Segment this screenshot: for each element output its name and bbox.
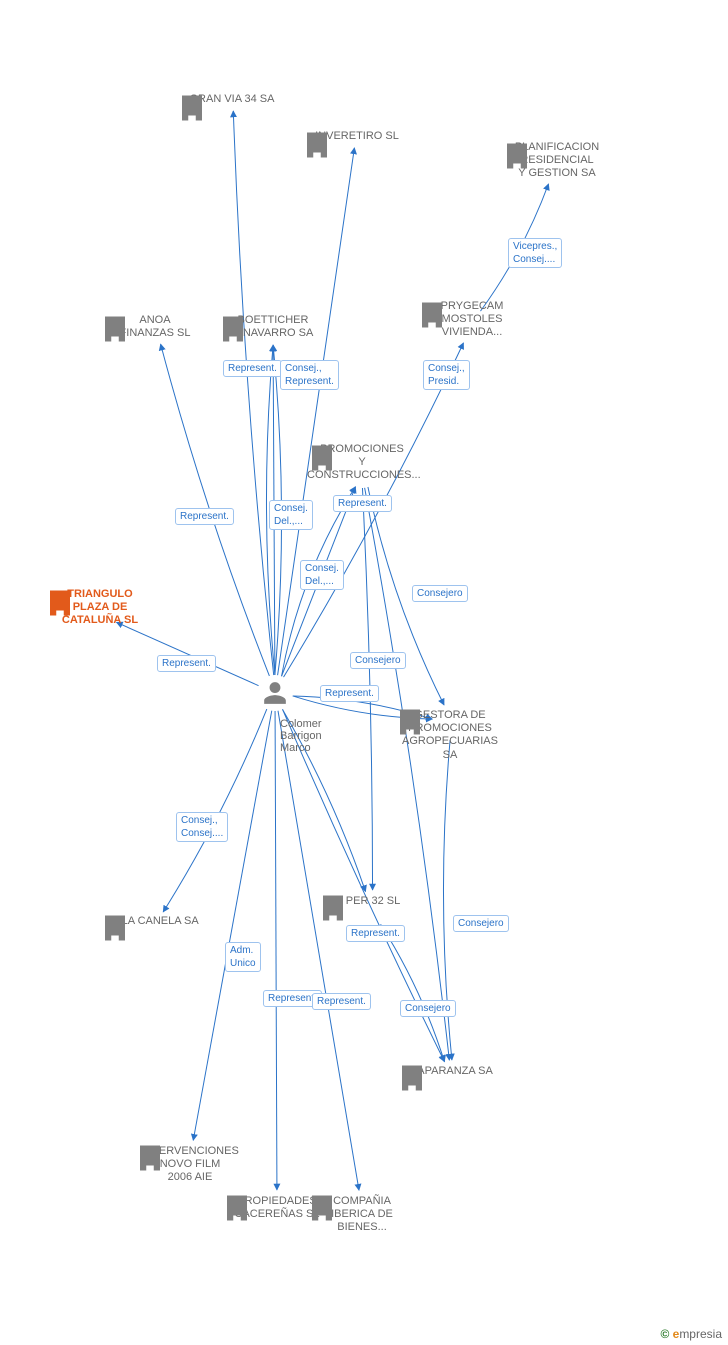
- company-node[interactable]: INTERVENCIONES NOVO FILM 2006 AIE: [135, 1143, 245, 1185]
- edge-label: Consej.,Consej....: [176, 812, 228, 842]
- person-label: ColomerBarrigonMarco: [280, 718, 322, 754]
- edge: [278, 148, 355, 675]
- edge-label: Represent.: [346, 925, 405, 942]
- company-node[interactable]: PROMOCIONES Y CONSTRUCCIONES...: [307, 443, 417, 485]
- edge-label: Represent.: [312, 993, 371, 1010]
- edge-label: Consejero: [453, 915, 509, 932]
- building-icon: [417, 300, 447, 330]
- edge-label: Represent.: [157, 655, 216, 672]
- company-node[interactable]: ANOA FINANZAS SL: [100, 314, 210, 342]
- company-node[interactable]: PRYGECAM MOSTOLES VIVIENDA...: [417, 300, 527, 342]
- edge-label: Vicepres.,Consej....: [508, 238, 562, 268]
- edge-label: Represent.: [223, 360, 282, 377]
- company-node[interactable]: GESTORA DE PROMOCIONES AGROPECUARIAS SA: [395, 707, 505, 762]
- company-node[interactable]: INVERETIRO SL: [302, 130, 412, 145]
- person-icon: [262, 680, 288, 706]
- edge: [278, 711, 359, 1191]
- building-icon: [45, 588, 75, 618]
- building-icon: [307, 1193, 337, 1223]
- building-icon: [318, 893, 348, 923]
- edge-label: Consej.,Represent.: [280, 360, 339, 390]
- edge-label: Consejero: [350, 652, 406, 669]
- building-icon: [307, 443, 337, 473]
- edge: [365, 488, 450, 1060]
- building-icon: [397, 1063, 427, 1093]
- company-node[interactable]: BOETTICHER Y NAVARRO SA: [218, 314, 328, 342]
- company-node[interactable]: GRAN VIA 34 SA: [177, 93, 287, 108]
- building-icon: [100, 314, 130, 344]
- edge-label: Consej.,Presid.: [423, 360, 470, 390]
- edge-label: Represent.: [333, 495, 392, 512]
- edge-label: Consej.Del.,...: [300, 560, 344, 590]
- company-node[interactable]: PLANIFICACION RESIDENCIAL Y GESTION SA: [502, 141, 612, 183]
- building-icon: [177, 93, 207, 123]
- edge: [163, 709, 267, 912]
- copyright: © empresia: [660, 1327, 722, 1341]
- edge-label: Represent.: [175, 508, 234, 525]
- edge-label: Consejero: [412, 585, 468, 602]
- building-icon: [395, 707, 425, 737]
- edge: [233, 111, 273, 675]
- company-node[interactable]: TRIANGULO PLAZA DE CATALUÑA SL: [45, 588, 155, 630]
- building-icon: [100, 913, 130, 943]
- copyright-symbol: ©: [660, 1327, 669, 1341]
- building-icon: [302, 130, 332, 160]
- building-icon: [222, 1193, 252, 1223]
- edge-label: Consejero: [400, 1000, 456, 1017]
- building-icon: [218, 314, 248, 344]
- edge-label: Adm.Unico: [225, 942, 261, 972]
- brand-rest: mpresia: [679, 1327, 722, 1341]
- company-node[interactable]: PER 32 SL: [318, 893, 428, 908]
- edge-label: Consej.Del.,...: [269, 500, 313, 530]
- building-icon: [135, 1143, 165, 1173]
- edge: [275, 711, 277, 1190]
- company-node[interactable]: LAPARANZA SA: [397, 1063, 507, 1078]
- edge: [116, 622, 258, 685]
- edge-label: Represent.: [320, 685, 379, 702]
- building-icon: [502, 141, 532, 171]
- company-node[interactable]: ISLA CANELA SA: [100, 913, 210, 928]
- company-node[interactable]: COMPAÑIA IBERICA DE BIENES...: [307, 1193, 417, 1235]
